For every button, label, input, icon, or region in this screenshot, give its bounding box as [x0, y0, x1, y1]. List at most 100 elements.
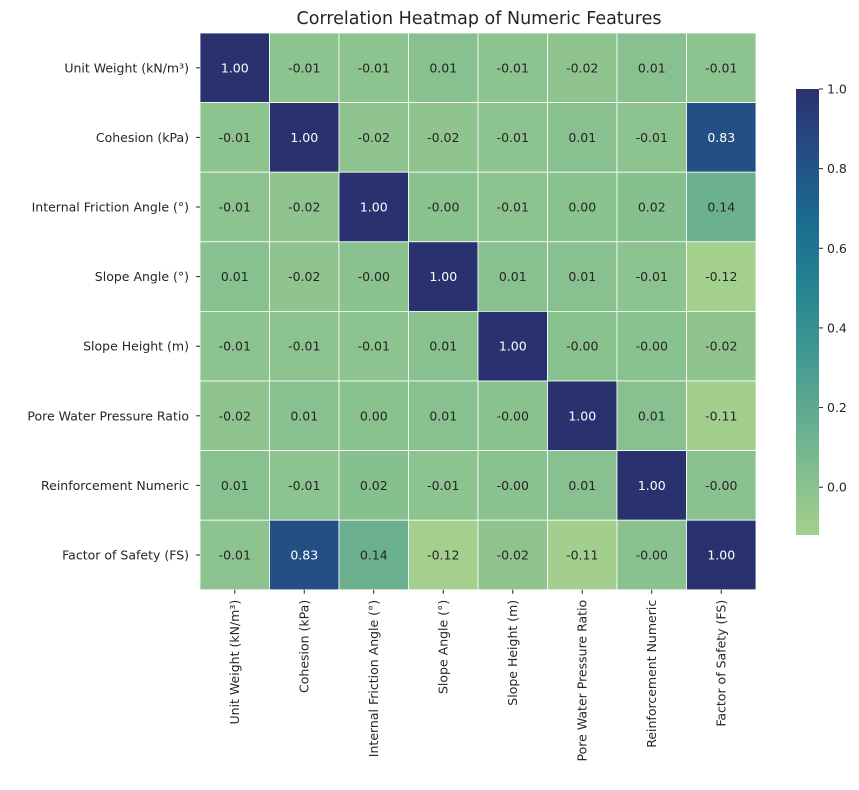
- heatmap-cell: [547, 380, 618, 451]
- column-label: Reinforcement Numeric: [644, 600, 659, 748]
- heatmap-cell: [269, 32, 340, 103]
- heatmap-cell: [616, 380, 687, 451]
- heatmap-cell: [408, 241, 479, 312]
- cell-annotation: -0.00: [636, 339, 668, 354]
- heatmap-cell: [338, 241, 409, 312]
- colorbar: 0.0 0.2 0.4 0.6 0.8 1.0: [796, 82, 847, 535]
- cell-annotation: -0.00: [427, 200, 459, 215]
- heatmap-cell: [269, 450, 340, 521]
- heatmap-cell: [199, 241, 270, 312]
- heatmap-cell: [616, 310, 687, 382]
- row-label: Cohesion (kPa): [96, 130, 189, 145]
- cell-annotation: -0.02: [427, 130, 459, 145]
- column-label: Slope Height (m): [505, 600, 520, 706]
- cell-annotation: -0.02: [497, 548, 529, 563]
- cell-annotation: -0.01: [288, 478, 320, 493]
- column-label: Factor of Safety (FS): [714, 600, 729, 727]
- heatmap-cell: [686, 102, 757, 173]
- colorbar-tick-label: 0.0: [827, 480, 847, 495]
- heatmap-cell: [686, 310, 757, 382]
- cell-annotation: -0.00: [705, 478, 737, 493]
- cell-annotation: 1.00: [638, 478, 666, 493]
- cell-annotation: -0.02: [566, 60, 598, 75]
- colorbar-gradient: [796, 89, 819, 535]
- cell-annotation: 1.00: [429, 269, 457, 284]
- colorbar-tick-label: 1.0: [827, 82, 847, 97]
- cell-annotation: -0.02: [288, 269, 320, 284]
- cell-annotation: 0.83: [290, 548, 318, 563]
- cell-annotation: 0.01: [638, 60, 666, 75]
- cell-annotation: -0.02: [358, 130, 390, 145]
- cell-annotation: -0.00: [358, 269, 390, 284]
- colorbar-tick-label: 0.4: [827, 320, 847, 335]
- cell-annotation: -0.12: [427, 548, 459, 563]
- row-label: Unit Weight (kN/m³): [64, 60, 189, 75]
- cell-annotation: -0.11: [566, 548, 598, 563]
- heatmap-cell: [616, 450, 687, 521]
- cell-annotation: -0.01: [705, 60, 737, 75]
- heatmap-cell: [616, 171, 687, 243]
- cell-annotation: -0.00: [636, 548, 668, 563]
- cell-annotation: 0.00: [568, 200, 596, 215]
- colorbar-tick-label: 0.6: [827, 241, 847, 256]
- heatmap-cell: [686, 519, 757, 591]
- heatmap-cell: [338, 310, 409, 382]
- cell-annotation: 1.00: [290, 130, 318, 145]
- heatmap-cell: [408, 310, 479, 382]
- heatmap-cell: [547, 102, 618, 173]
- colorbar-tick-label: 0.8: [827, 161, 847, 176]
- heatmap-cells: [199, 32, 757, 591]
- heatmap-cell: [269, 171, 340, 243]
- cell-annotation: 0.01: [221, 478, 249, 493]
- cell-annotation: -0.00: [497, 408, 529, 423]
- cell-annotation: 0.01: [568, 130, 596, 145]
- cell-annotation: -0.00: [566, 339, 598, 354]
- heatmap-cell: [199, 32, 270, 103]
- cell-annotation: 0.01: [429, 60, 457, 75]
- cell-annotation: 1.00: [568, 408, 596, 423]
- cell-annotation: 0.01: [568, 478, 596, 493]
- heatmap-cell: [616, 102, 687, 173]
- heatmap-cell: [408, 171, 479, 243]
- heatmap-cell: [477, 241, 548, 312]
- cell-annotation: -0.01: [497, 200, 529, 215]
- heatmap-cell: [408, 102, 479, 173]
- heatmap-cell: [338, 450, 409, 521]
- heatmap-cell: [547, 450, 618, 521]
- heatmap-cell: [686, 32, 757, 103]
- heatmap-cell: [547, 32, 618, 103]
- row-label: Pore Water Pressure Ratio: [27, 408, 189, 423]
- cell-annotation: 0.01: [290, 408, 318, 423]
- heatmap-cell: [338, 171, 409, 243]
- cell-annotation: 0.00: [360, 408, 388, 423]
- cell-annotation: 1.00: [707, 548, 735, 563]
- cell-annotation: 1.00: [221, 60, 249, 75]
- row-labels: Unit Weight (kN/m³) Cohesion (kPa) Interna…: [27, 60, 200, 563]
- column-label: Pore Water Pressure Ratio: [575, 600, 590, 762]
- cell-annotation: 0.14: [360, 548, 388, 563]
- heatmap-cell: [477, 519, 548, 591]
- cell-annotation: 0.01: [638, 408, 666, 423]
- cell-annotation: -0.01: [497, 60, 529, 75]
- cell-annotation: -0.12: [705, 269, 737, 284]
- heatmap-cell: [477, 450, 548, 521]
- row-label: Slope Angle (°): [95, 269, 189, 284]
- cell-annotation: -0.01: [219, 548, 251, 563]
- cell-annotations: 1.00 -0.01 -0.01 0.01 -0.01 -0.02 0.01 -0.01 -0.…: [219, 60, 738, 562]
- heatmap-cell: [199, 171, 270, 243]
- cell-annotation: -0.01: [288, 339, 320, 354]
- cell-annotation: -0.01: [219, 130, 251, 145]
- cell-annotation: -0.01: [636, 130, 668, 145]
- cell-annotation: -0.01: [219, 200, 251, 215]
- heatmap-cell: [477, 102, 548, 173]
- row-label: Reinforcement Numeric: [41, 478, 189, 493]
- cell-annotation: 0.01: [221, 269, 249, 284]
- cell-annotation: 0.02: [638, 200, 666, 215]
- heatmap-cell: [616, 241, 687, 312]
- cell-annotation: 0.83: [707, 130, 735, 145]
- column-label: Internal Friction Angle (°): [366, 600, 381, 757]
- heatmap-cell: [686, 171, 757, 243]
- cell-annotation: -0.02: [705, 339, 737, 354]
- chart-title: Correlation Heatmap of Numeric Features: [297, 9, 662, 29]
- colorbar-tick-label: 0.2: [827, 400, 847, 415]
